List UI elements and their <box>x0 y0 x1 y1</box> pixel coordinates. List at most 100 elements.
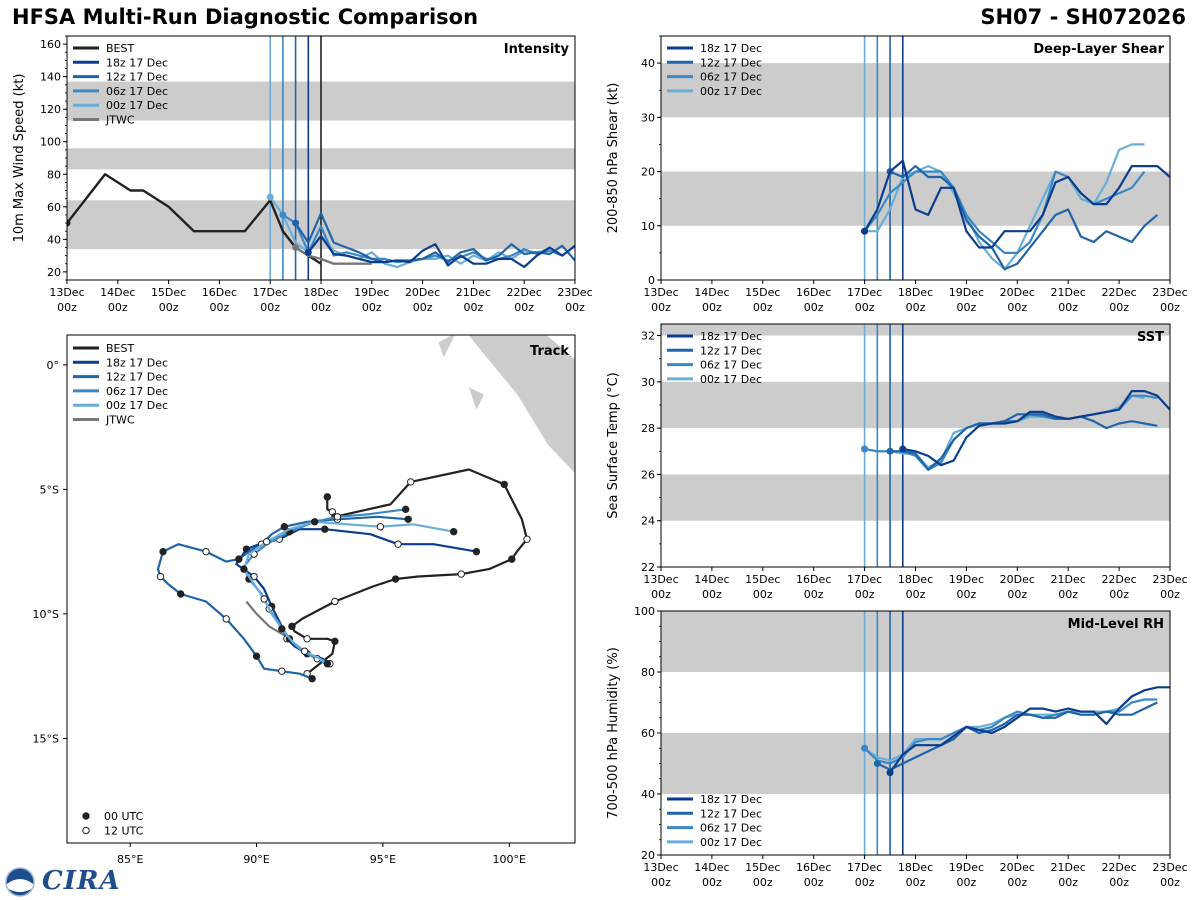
x-tick-label: 00z <box>565 301 585 314</box>
y-tick-label: 120 <box>40 103 61 116</box>
series-start-point <box>861 445 869 453</box>
x-tick-label: 00z <box>413 301 433 314</box>
x-tick-label: 00z <box>362 301 382 314</box>
y-tick-label: 80 <box>47 168 61 181</box>
x-tick-label: 00z <box>753 876 773 889</box>
x-tick-label: 20Dec <box>405 286 440 299</box>
x-tick-label: 13Dec <box>643 286 678 299</box>
series-line <box>294 212 575 264</box>
track-point-12utc <box>303 635 311 643</box>
x-tick-label: 00z <box>57 301 77 314</box>
logo-text: CIRA <box>42 866 121 896</box>
track-group <box>156 468 531 683</box>
x-tick-label: 00z <box>855 301 875 314</box>
y-tick-label: 80 <box>641 666 655 679</box>
x-tick-label: 22Dec <box>1101 861 1136 874</box>
x-tick-label: 00z <box>1160 876 1180 889</box>
legend-label: 00z 17 Dec <box>106 99 168 112</box>
x-tick-label: 14Dec <box>694 861 729 874</box>
x-tick-label: 00z <box>753 588 773 601</box>
x-tick-label: 00z <box>906 876 926 889</box>
x-tick-label: 00z <box>1058 876 1078 889</box>
land-sumatra <box>467 335 575 475</box>
track-point-12utc <box>262 537 271 546</box>
x-tick-label: 16Dec <box>796 573 831 586</box>
series-line <box>890 413 1158 471</box>
series-start-point <box>304 248 312 256</box>
storm-id: SH07 - SH072026 <box>980 5 1186 29</box>
y-tick-label: 10°S <box>33 608 59 621</box>
x-tick-label: 00z <box>1109 876 1129 889</box>
series-line <box>889 165 1159 271</box>
y-tick-label: 26 <box>641 468 655 481</box>
track-point-00utc <box>321 525 329 533</box>
x-tick-label: 15Dec <box>745 573 780 586</box>
legend-label: 12z 17 Dec <box>700 807 762 820</box>
x-tick-label: 17Dec <box>847 286 882 299</box>
legend-label: 00z 17 Dec <box>700 85 762 98</box>
track-point-12utc <box>260 595 268 603</box>
track-point-12utc <box>333 513 342 521</box>
x-tick-label: 14Dec <box>100 286 135 299</box>
legend-label: 18z 17 Dec <box>106 356 168 369</box>
series-start-point <box>292 219 300 227</box>
track-point-00utc <box>323 493 332 501</box>
y-tick-label: 40 <box>641 788 655 801</box>
track-point-00utc <box>280 523 289 531</box>
x-tick-label: 90°E <box>243 853 269 866</box>
x-tick-label: 00z <box>1160 588 1180 601</box>
track-point-12utc <box>407 478 415 486</box>
legend-label: 06z 17 Dec <box>700 359 762 372</box>
y-tick-label: 15°S <box>33 732 59 745</box>
y-tick-label: 140 <box>40 71 61 84</box>
x-tick-label: 00z <box>855 876 875 889</box>
x-tick-label: 00z <box>651 301 671 314</box>
track-point-12utc <box>457 570 465 578</box>
x-tick-label: 15Dec <box>745 861 780 874</box>
panel-title: SST <box>1137 330 1164 345</box>
track-point-00utc <box>391 575 400 583</box>
x-tick-label: 16Dec <box>202 286 237 299</box>
track-panel: 85°E 90°E 95°E 100°E0°5°S10°S15°STrackBEST1… <box>33 334 576 866</box>
legend-label: BEST <box>106 342 134 355</box>
legend-label: 12 UTC <box>104 825 144 838</box>
series-group <box>861 143 1170 271</box>
x-tick-label: 00z <box>514 301 534 314</box>
x-tick-label: 19Dec <box>949 573 984 586</box>
x-tick-label: 19Dec <box>354 286 389 299</box>
track-point-12utc <box>222 615 230 623</box>
x-tick-label: 16Dec <box>796 861 831 874</box>
x-tick-label: 00z <box>804 301 824 314</box>
series-line <box>902 390 1170 467</box>
x-tick-label: 00z <box>957 876 977 889</box>
x-tick-label: 22Dec <box>1101 573 1136 586</box>
x-tick-label: 13Dec <box>49 286 84 299</box>
land-island <box>468 387 485 410</box>
track-point-00utc <box>177 590 185 598</box>
track-point-12utc <box>202 547 210 556</box>
x-tick-label: 00z <box>855 588 875 601</box>
y-tick-label: 160 <box>40 38 61 51</box>
track-point-00utc <box>288 622 296 631</box>
track-point-00utc <box>404 515 412 523</box>
x-tick-label: 14Dec <box>694 286 729 299</box>
series-start-point <box>886 769 894 777</box>
x-tick-label: 100°E <box>493 853 526 866</box>
x-tick-label: 00z <box>260 301 280 314</box>
y-tick-label: 20 <box>641 166 655 179</box>
x-tick-label: 00z <box>753 301 773 314</box>
shear-panel: 0 10 20 30 40 13Dec 00z 14Dec 00z 15Dec 00z 16Dec 00… <box>606 35 1188 314</box>
x-tick-label: 00z <box>1058 301 1078 314</box>
legend-label: 06z 17 Dec <box>106 385 168 398</box>
y-axis-label: 700-500 hPa Humidity (%) <box>606 647 621 819</box>
track-point-00utc <box>308 674 316 683</box>
legend-label: 06z 17 Dec <box>700 822 762 835</box>
track-point-00utc <box>159 547 167 556</box>
legend-label: 12z 17 Dec <box>106 371 168 384</box>
series-line <box>863 170 1146 254</box>
track-point-00utc <box>235 555 243 563</box>
series-line <box>307 235 575 269</box>
legend-marker-12utc <box>82 826 90 835</box>
legend-marker-00utc <box>82 812 90 820</box>
track-point-12utc <box>523 535 531 543</box>
